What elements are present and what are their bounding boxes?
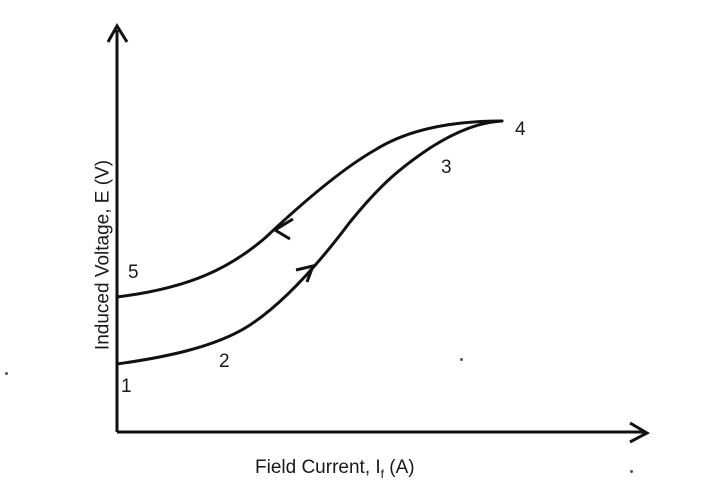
point-label-4: 4 (515, 119, 526, 140)
x-axis-label-text: Field Current, I (255, 457, 381, 478)
increasing-direction-arrow (295, 263, 316, 283)
x-axis-arrowhead (629, 421, 651, 444)
y-axis-label-wrap: Induced Voltage, E (V) (90, 120, 116, 390)
scan-speck (460, 358, 463, 361)
point-label-3: 3 (441, 157, 452, 178)
increasing-field-curve (115, 119, 504, 366)
point-label-5: 5 (128, 262, 139, 283)
x-axis-label-subscript: f (380, 466, 384, 481)
point-label-2: 2 (219, 351, 230, 372)
scan-speck (630, 470, 633, 473)
decreasing-field-curve (115, 119, 504, 299)
y-axis-label: Induced Voltage, E (V) (92, 159, 114, 351)
decreasing-direction-arrow (272, 217, 294, 241)
x-axis-label: Field Current, If (A) (255, 458, 415, 480)
y-axis-arrowhead (106, 23, 129, 43)
x-axis-label-unit: (A) (384, 457, 415, 478)
point-label-1: 1 (121, 376, 132, 397)
scan-speck (5, 372, 8, 375)
